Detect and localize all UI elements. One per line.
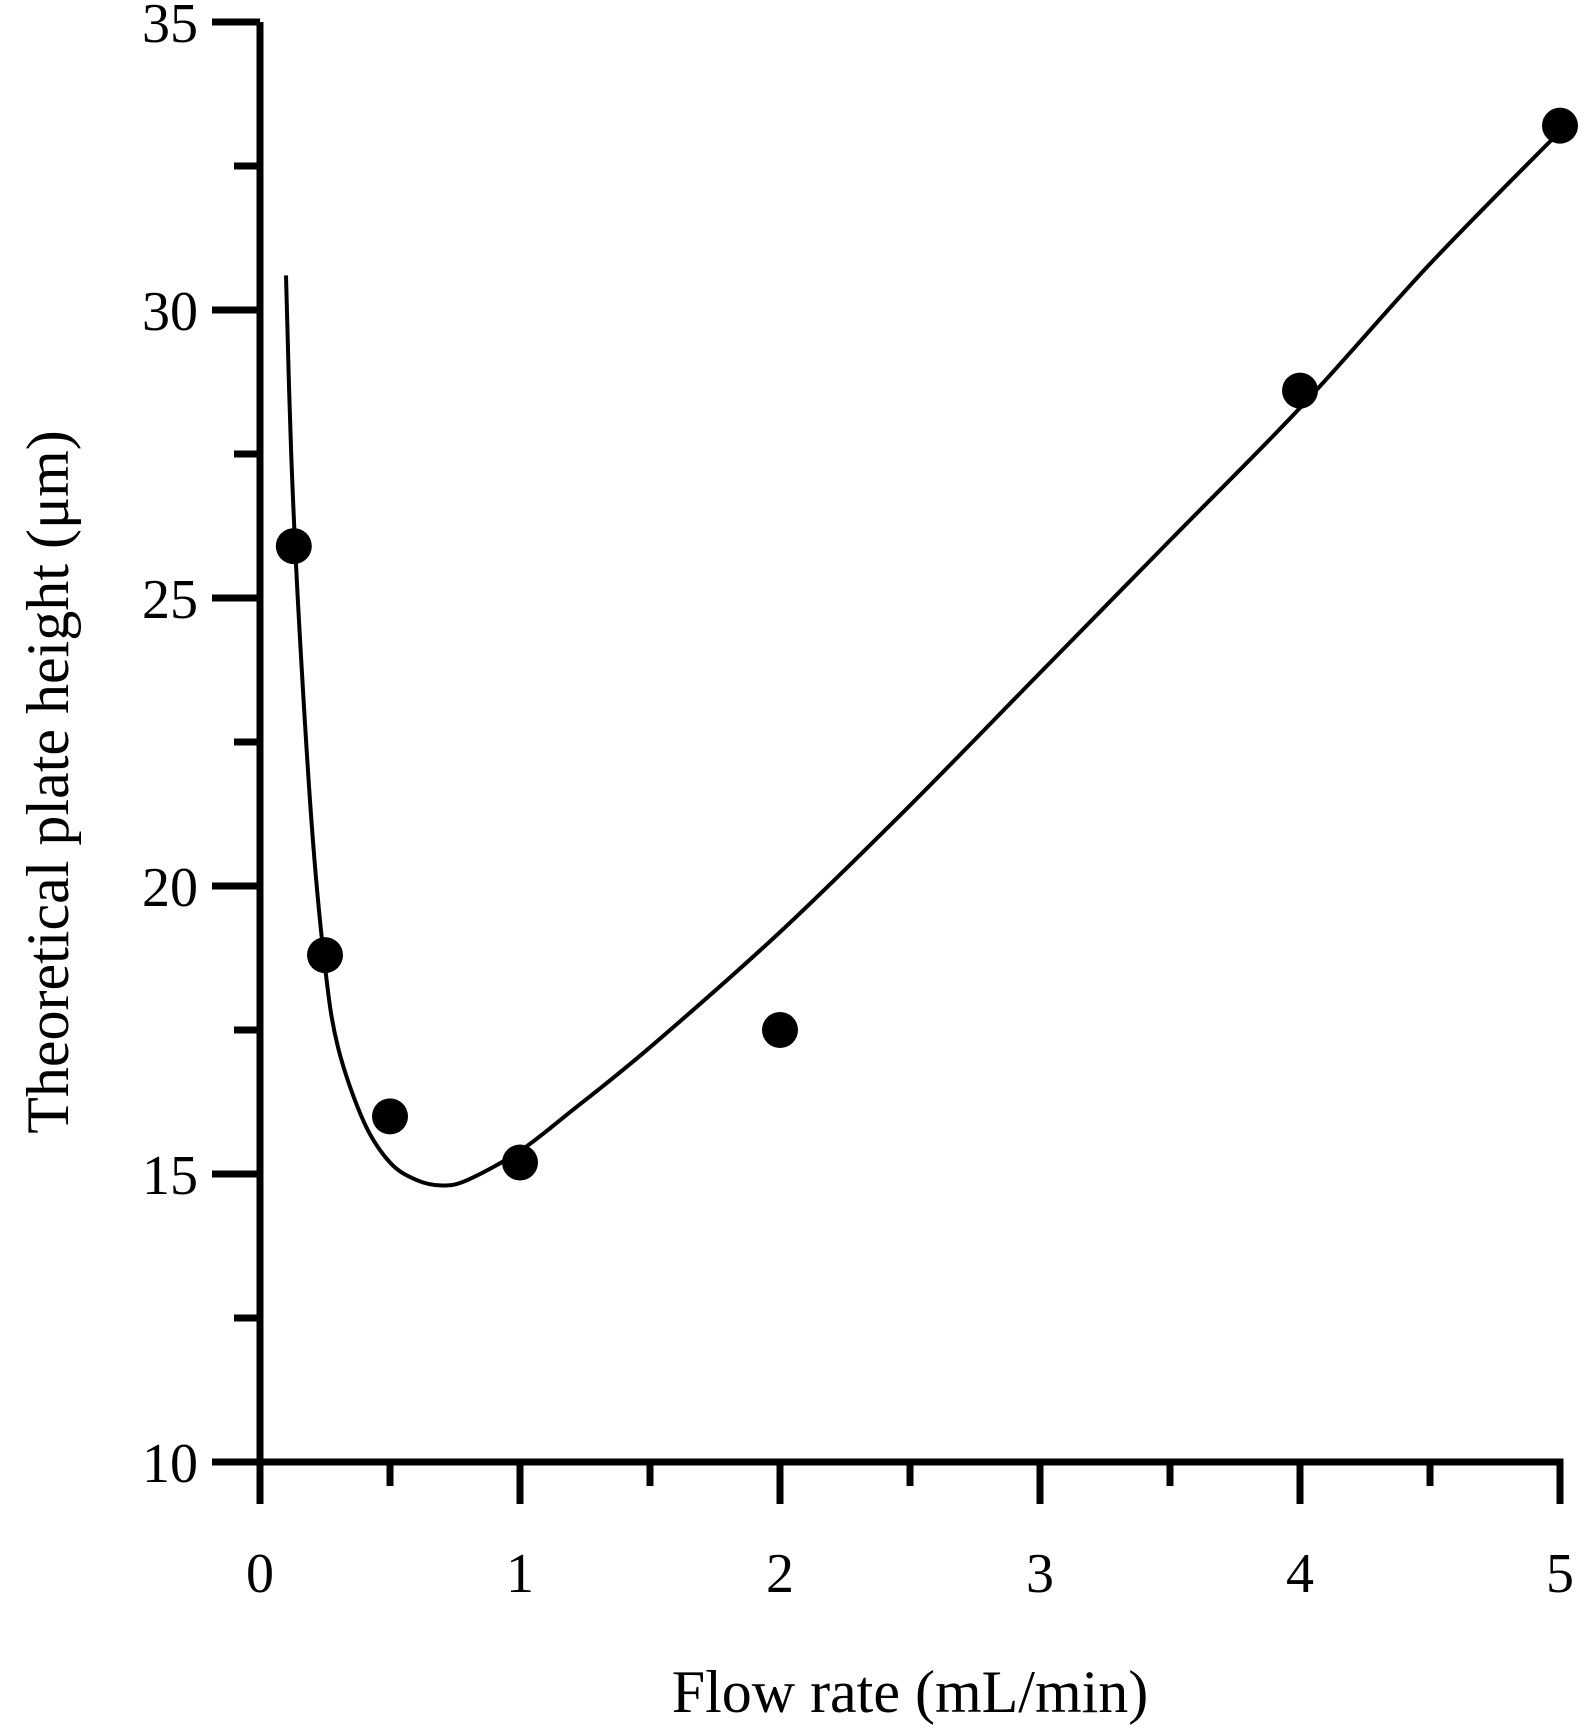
- x-ticks: 0 1 2 3 4 5: [246, 1462, 1574, 1605]
- x-tick-label: 1: [506, 1543, 534, 1605]
- fit-curve: [284, 129, 1562, 1188]
- x-tick-label: 3: [1026, 1543, 1054, 1605]
- data-point: [307, 937, 343, 974]
- data-point: [1542, 107, 1578, 144]
- data-point: [1282, 372, 1318, 409]
- data-point: [372, 1098, 408, 1135]
- data-point: [275, 528, 312, 565]
- y-tick-label: 20: [142, 857, 198, 919]
- x-tick-label: 2: [766, 1543, 794, 1605]
- data-point: [762, 1012, 798, 1048]
- y-tick-label: 30: [142, 281, 198, 343]
- x-tick-label: 5: [1546, 1543, 1574, 1605]
- y-tick-label: 25: [142, 569, 198, 631]
- data-point: [502, 1144, 538, 1181]
- y-ticks: 10 15 20 25 30 35: [142, 0, 260, 1495]
- y-axis-label: Theoretical plate height (μm): [15, 430, 81, 1134]
- x-tick-label: 0: [246, 1543, 274, 1605]
- x-axis-label: Flow rate (mL/min): [672, 1659, 1149, 1725]
- fit-curve-layer: [284, 129, 1562, 1188]
- data-points-layer: [275, 107, 1578, 1181]
- y-tick-label: 35: [142, 0, 198, 55]
- axes: [256, 22, 1564, 1466]
- y-tick-label: 15: [142, 1145, 198, 1207]
- x-tick-label: 4: [1286, 1543, 1314, 1605]
- y-tick-label: 10: [142, 1433, 198, 1495]
